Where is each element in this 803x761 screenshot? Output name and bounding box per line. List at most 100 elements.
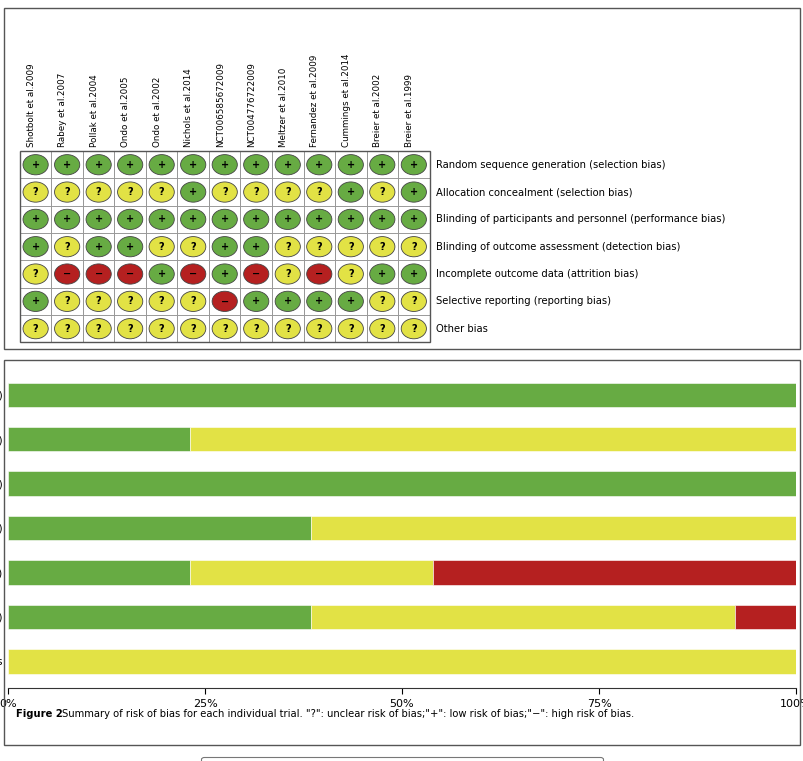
Text: Selective reporting (reporting bias): Selective reporting (reporting bias) <box>435 296 610 307</box>
Text: ?: ? <box>190 242 196 252</box>
Text: ?: ? <box>379 323 385 333</box>
Ellipse shape <box>243 291 268 311</box>
Text: ?: ? <box>33 269 39 279</box>
Ellipse shape <box>212 291 237 311</box>
Text: ?: ? <box>379 242 385 252</box>
Text: Cummings et al.2014: Cummings et al.2014 <box>341 53 350 147</box>
Ellipse shape <box>338 154 363 175</box>
Ellipse shape <box>338 264 363 284</box>
Ellipse shape <box>212 154 237 175</box>
Ellipse shape <box>306 264 332 284</box>
Ellipse shape <box>149 154 174 175</box>
Text: +: + <box>315 215 323 224</box>
Text: +: + <box>95 215 103 224</box>
Ellipse shape <box>117 154 143 175</box>
Text: Allocation concealment (selection bias): Allocation concealment (selection bias) <box>435 187 632 197</box>
Ellipse shape <box>86 291 111 311</box>
Text: +: + <box>410 269 418 279</box>
Text: +: + <box>189 187 197 197</box>
Text: +: + <box>31 296 39 307</box>
Ellipse shape <box>23 291 48 311</box>
Text: −: − <box>63 269 71 279</box>
Text: +: + <box>189 160 197 170</box>
Text: ?: ? <box>96 296 101 307</box>
Text: ?: ? <box>253 187 259 197</box>
Ellipse shape <box>369 319 394 339</box>
Ellipse shape <box>212 237 237 256</box>
Ellipse shape <box>117 291 143 311</box>
Ellipse shape <box>117 182 143 202</box>
Ellipse shape <box>275 264 300 284</box>
Ellipse shape <box>55 319 79 339</box>
Bar <box>432 560 796 584</box>
Text: −: − <box>189 269 197 279</box>
Text: Random sequence generation (selection bias): Random sequence generation (selection bi… <box>435 160 665 170</box>
Text: +: + <box>315 296 323 307</box>
Text: ?: ? <box>284 242 290 252</box>
Ellipse shape <box>338 237 363 256</box>
Text: ?: ? <box>316 242 322 252</box>
Text: +: + <box>31 242 39 252</box>
Text: ?: ? <box>222 187 227 197</box>
Text: +: + <box>410 160 418 170</box>
Text: +: + <box>220 160 229 170</box>
Ellipse shape <box>401 209 426 230</box>
Text: +: + <box>377 215 386 224</box>
Ellipse shape <box>338 209 363 230</box>
Ellipse shape <box>86 182 111 202</box>
Ellipse shape <box>23 209 48 230</box>
Bar <box>190 427 795 451</box>
Text: Incomplete outcome data (attrition bias): Incomplete outcome data (attrition bias) <box>435 269 638 279</box>
Text: +: + <box>283 296 291 307</box>
Text: +: + <box>157 215 165 224</box>
Text: ?: ? <box>379 187 385 197</box>
Text: Blinding of outcome assessment (detection bias): Blinding of outcome assessment (detectio… <box>435 242 679 252</box>
Text: ?: ? <box>190 296 196 307</box>
Text: ?: ? <box>410 242 416 252</box>
Ellipse shape <box>181 237 206 256</box>
Ellipse shape <box>86 209 111 230</box>
Ellipse shape <box>181 291 206 311</box>
Ellipse shape <box>149 209 174 230</box>
Text: +: + <box>31 160 39 170</box>
Ellipse shape <box>55 209 79 230</box>
Text: +: + <box>220 242 229 252</box>
Text: ?: ? <box>33 187 39 197</box>
Ellipse shape <box>243 154 268 175</box>
Text: +: + <box>377 160 386 170</box>
Text: ?: ? <box>284 187 290 197</box>
Bar <box>311 516 795 540</box>
Text: ?: ? <box>96 187 101 197</box>
Ellipse shape <box>306 182 332 202</box>
Text: Breier et al.2002: Breier et al.2002 <box>373 74 382 147</box>
Text: +: + <box>252 296 260 307</box>
Ellipse shape <box>149 319 174 339</box>
Ellipse shape <box>401 154 426 175</box>
Ellipse shape <box>275 209 300 230</box>
Text: +: + <box>220 215 229 224</box>
Ellipse shape <box>306 291 332 311</box>
Text: +: + <box>252 160 260 170</box>
Ellipse shape <box>86 264 111 284</box>
Text: ?: ? <box>127 187 132 197</box>
Legend: Low risk of bias, Unclear risk of bias, High risk of bias: Low risk of bias, Unclear risk of bias, … <box>201 756 602 761</box>
Bar <box>20 151 429 342</box>
Ellipse shape <box>23 182 48 202</box>
Ellipse shape <box>86 319 111 339</box>
Text: ?: ? <box>64 323 70 333</box>
Ellipse shape <box>23 319 48 339</box>
Text: ?: ? <box>316 323 322 333</box>
Bar <box>8 560 190 584</box>
Ellipse shape <box>401 264 426 284</box>
Text: +: + <box>346 187 354 197</box>
Ellipse shape <box>243 182 268 202</box>
Ellipse shape <box>369 182 394 202</box>
Ellipse shape <box>86 154 111 175</box>
Ellipse shape <box>149 264 174 284</box>
Ellipse shape <box>275 154 300 175</box>
Text: +: + <box>283 160 291 170</box>
Ellipse shape <box>243 209 268 230</box>
Text: +: + <box>346 215 354 224</box>
Ellipse shape <box>149 237 174 256</box>
Text: Breier et al.1999: Breier et al.1999 <box>405 74 414 147</box>
